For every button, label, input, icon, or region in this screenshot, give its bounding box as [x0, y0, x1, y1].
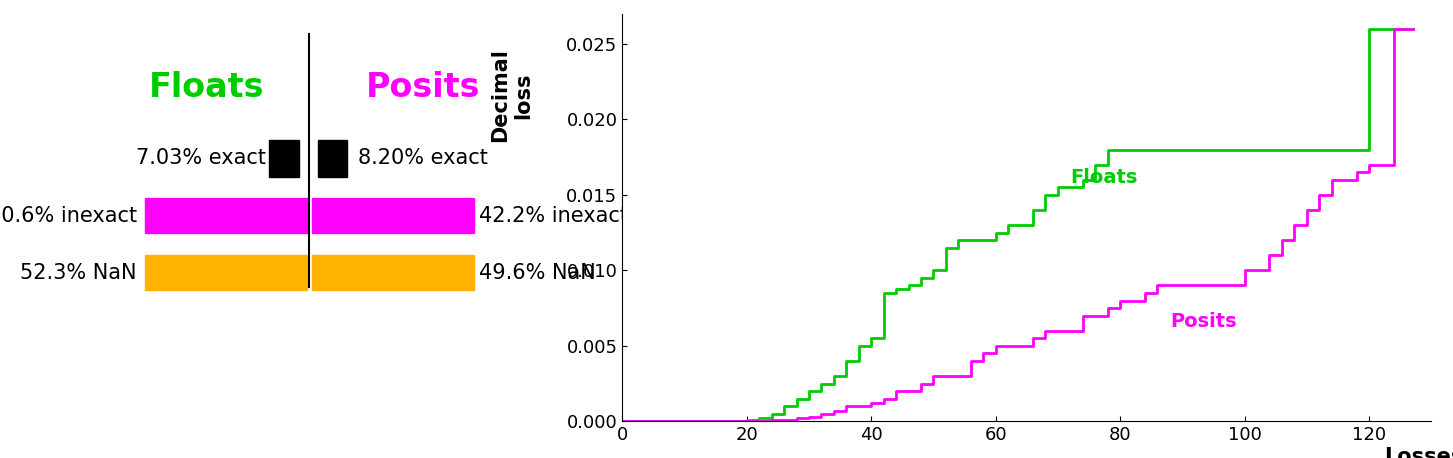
Text: Floats: Floats — [1071, 169, 1138, 187]
Text: 42.2% inexact: 42.2% inexact — [479, 206, 628, 225]
Bar — [145, 198, 307, 233]
Bar — [145, 255, 307, 290]
Text: 8.20% exact: 8.20% exact — [357, 148, 488, 169]
Y-axis label: Decimal
loss: Decimal loss — [490, 49, 533, 142]
X-axis label: Losses,
sorted: Losses, sorted — [1385, 447, 1453, 458]
Bar — [312, 255, 474, 290]
Bar — [312, 198, 474, 233]
Text: 7.03% exact: 7.03% exact — [137, 148, 266, 169]
Text: Posits: Posits — [366, 71, 479, 104]
Text: 52.3% NaN: 52.3% NaN — [20, 262, 137, 283]
Text: Floats: Floats — [150, 71, 264, 104]
Bar — [318, 140, 347, 177]
Text: 49.6% NaN: 49.6% NaN — [479, 262, 596, 283]
Text: Posits: Posits — [1170, 312, 1237, 331]
Bar — [269, 140, 299, 177]
Text: 40.6% inexact: 40.6% inexact — [0, 206, 137, 225]
